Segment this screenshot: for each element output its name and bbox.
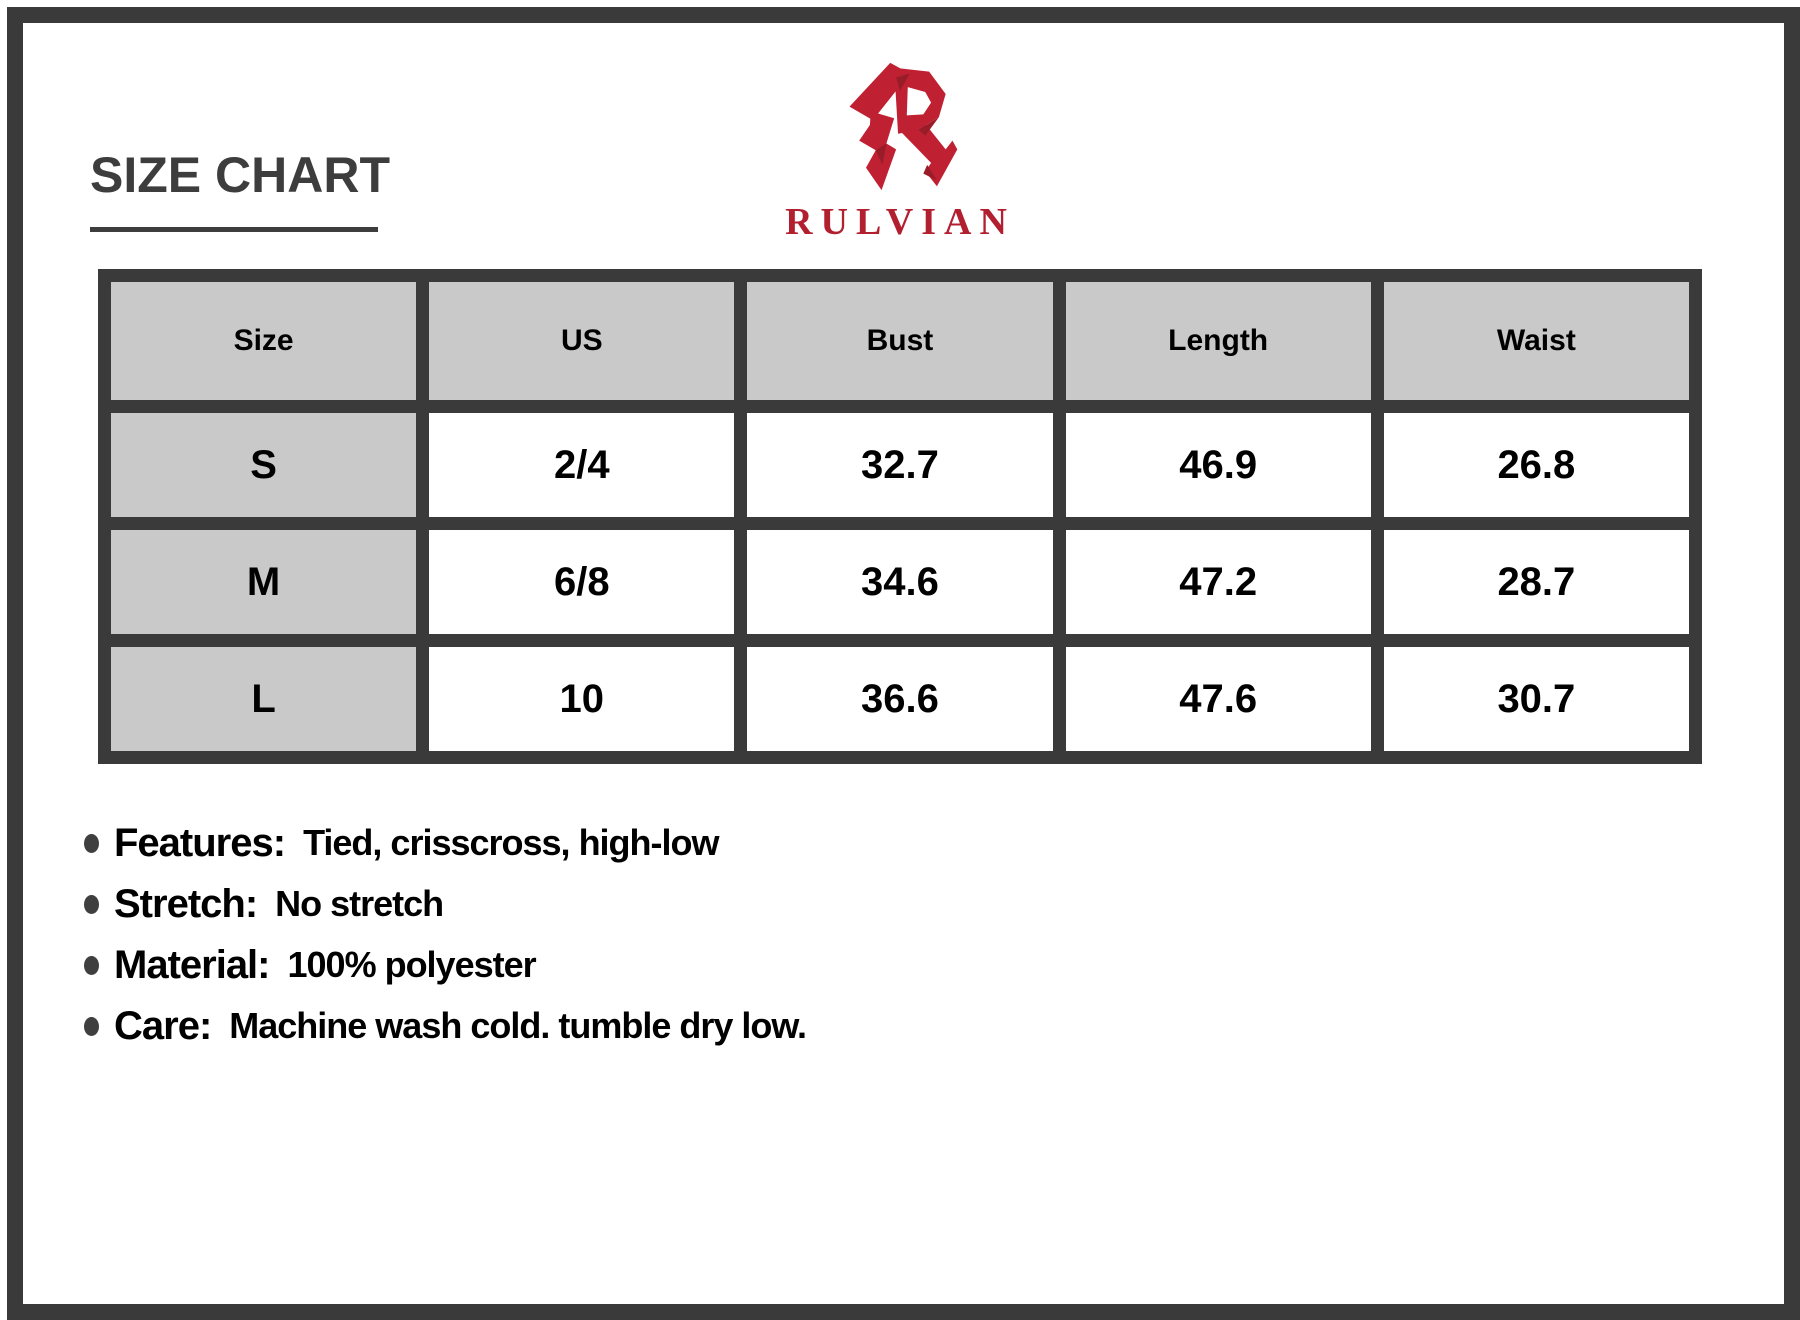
detail-label: Care: [114,1003,212,1048]
detail-value: No stretch [275,883,444,924]
header-cell-length: Length [1065,282,1371,400]
bullet-icon [84,1016,99,1036]
rulvian-r-icon [849,62,958,191]
cell-waist: 26.8 [1383,413,1689,517]
cell-length: 46.9 [1065,413,1371,517]
detail-list: Features: Tied, crisscross, high-low Str… [84,820,807,1064]
table-row-l: L 10 36.6 47.6 30.7 [111,647,1689,751]
brand-logo: RULVIAN [740,58,1060,244]
cell-length: 47.6 [1065,647,1371,751]
table-row-m: M 6/8 34.6 47.2 28.7 [111,530,1689,634]
size-chart-table: Size US Bust Length Waist S 2/4 32.7 46.… [98,269,1702,764]
header-cell-size: Size [111,282,417,400]
table-row-s: S 2/4 32.7 46.9 26.8 [111,413,1689,517]
bullet-icon [84,955,99,975]
header-cell-waist: Waist [1383,282,1689,400]
brand-wordmark: RULVIAN [785,201,1015,243]
cell-bust: 32.7 [747,413,1053,517]
bullet-icon [84,833,99,853]
bullet-icon [84,894,99,914]
cell-us: 10 [429,647,735,751]
detail-label: Features: [114,820,286,865]
cell-waist: 28.7 [1383,530,1689,634]
title-underline [90,227,378,232]
page-title: SIZE CHART [90,147,390,203]
cell-bust: 36.6 [747,647,1053,751]
cell-length: 47.2 [1065,530,1371,634]
detail-item-material: Material: 100% polyester [84,942,806,988]
table-header-row: Size US Bust Length Waist [111,282,1689,400]
detail-item-stretch: Stretch: No stretch [84,881,806,927]
header-cell-bust: Bust [747,282,1053,400]
cell-bust: 34.6 [747,530,1053,634]
header-cell-us: US [429,282,735,400]
cell-us: 6/8 [429,530,735,634]
detail-value: 100% polyester [287,944,537,985]
detail-label: Stretch: [114,881,258,926]
cell-waist: 30.7 [1383,647,1689,751]
detail-item-care: Care: Machine wash cold. tumble dry low. [84,1003,807,1049]
detail-value: Machine wash cold. tumble dry low. [229,1005,807,1046]
cell-size: S [111,413,417,517]
detail-label: Material: [114,942,270,987]
detail-item-features: Features: Tied, crisscross, high-low [84,820,806,866]
detail-value: Tied, crisscross, high-low [303,822,719,863]
cell-us: 2/4 [429,413,735,517]
cell-size: L [111,647,417,751]
cell-size: M [111,530,417,634]
